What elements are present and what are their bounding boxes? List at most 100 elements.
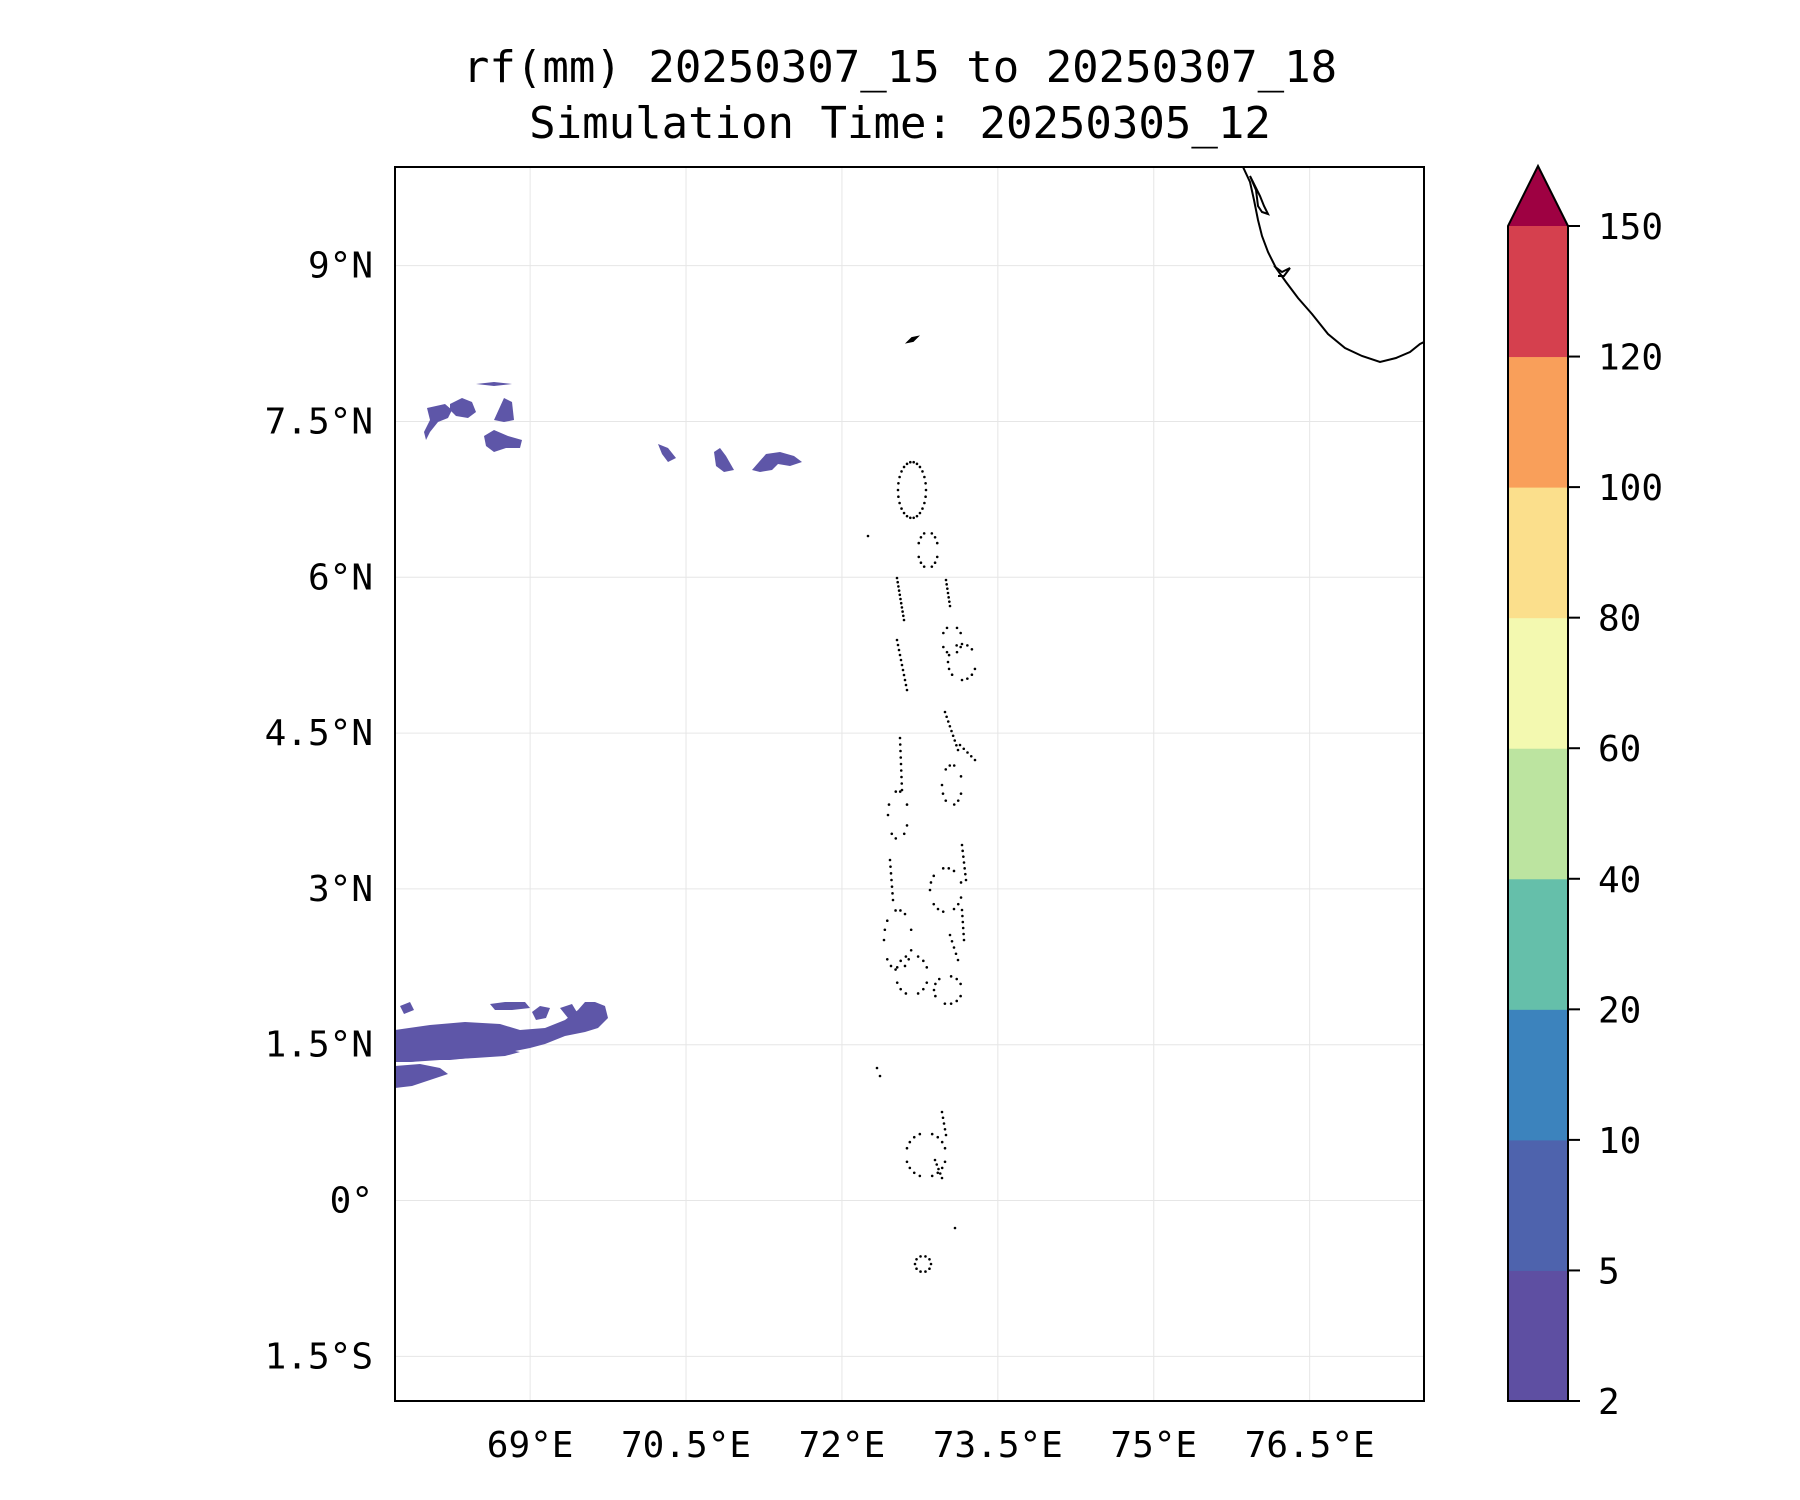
island-dot (930, 532, 934, 535)
island-dot (899, 597, 902, 601)
island-dot (889, 964, 893, 968)
island-dot (898, 501, 901, 505)
rain-area-southwest-north-4 (560, 1004, 578, 1018)
rainfall-areas (395, 382, 802, 1088)
rain-area-northwest-main (424, 404, 452, 440)
island-dot (948, 724, 952, 728)
rain-area-northwest-sliver (476, 382, 512, 386)
island-dot (916, 992, 920, 995)
island-dot (895, 966, 899, 969)
island-dot (943, 1146, 947, 1150)
island-dot (918, 1132, 922, 1136)
island-dot (948, 604, 952, 608)
island-dot (940, 1140, 944, 1144)
island-dot (883, 928, 887, 932)
island-dot (947, 667, 951, 671)
island-dot (923, 475, 926, 479)
island-dot (935, 1163, 939, 1166)
island-dot (928, 1257, 931, 1261)
island-dot (943, 1002, 947, 1005)
island-dot (904, 683, 908, 687)
y-tick-label: 1.5°S (265, 1336, 373, 1377)
island-dot (928, 888, 932, 892)
island-dot (929, 1262, 933, 1266)
island-dot (921, 507, 924, 510)
island-dot (936, 1135, 940, 1139)
colorbar-tick-label: 120 (1598, 338, 1663, 379)
island-dot (899, 909, 902, 912)
island-dot (961, 920, 965, 924)
island-dot (953, 1226, 957, 1230)
island-dot (908, 1140, 912, 1144)
island-dot (905, 824, 909, 827)
colorbar-segment (1508, 1009, 1568, 1141)
island-dot (933, 535, 937, 539)
island-dot (929, 881, 933, 884)
island-dot (890, 878, 893, 882)
island-dot (898, 743, 902, 746)
colorbar-tick-label: 20 (1598, 990, 1641, 1031)
island-dot (924, 481, 927, 485)
island-dot (890, 885, 894, 888)
colorbar-tick-label: 100 (1598, 468, 1663, 509)
island-dot (947, 867, 951, 870)
island-dot (899, 601, 903, 605)
island-dot (949, 1002, 953, 1005)
x-tick-label: 72°E (799, 1425, 886, 1466)
island-dot (943, 710, 947, 714)
island-dot (955, 999, 959, 1003)
island-dot (899, 749, 902, 753)
island-dot (955, 743, 958, 747)
island-dot (915, 462, 919, 466)
island-dot (924, 488, 928, 492)
india-coastline (1242, 167, 1424, 364)
island-dot (944, 799, 948, 802)
island-dot (950, 673, 954, 677)
island-dot (953, 739, 957, 742)
island-dot (919, 561, 923, 565)
island-dot (885, 957, 889, 961)
rain-area-southwest-north-1 (490, 1002, 530, 1010)
island-dot (895, 576, 899, 580)
island-dot (945, 583, 948, 586)
island-dot (964, 878, 968, 882)
island-dot (966, 644, 969, 647)
island-dot (933, 561, 937, 565)
island-dot (962, 747, 966, 751)
island-dot (924, 1270, 927, 1273)
island-dot (960, 908, 964, 912)
island-dot (900, 663, 904, 667)
island-dot (909, 928, 913, 932)
island-dot (928, 1267, 931, 1271)
island-dot (933, 1158, 937, 1162)
rain-area-center-3 (752, 452, 802, 472)
island-dot (937, 1167, 940, 1171)
island-dot (959, 982, 962, 986)
island-dot (894, 909, 897, 912)
island-dot (962, 861, 966, 864)
island-dot (901, 668, 905, 672)
island-dot (866, 534, 870, 538)
island-dot (897, 495, 900, 499)
island-dot (902, 673, 906, 677)
island-dot (907, 957, 911, 961)
island-dot (954, 952, 958, 956)
rain-area-southwest-north-2 (532, 1006, 550, 1020)
y-tick-label: 0° (330, 1181, 373, 1222)
island-dot (945, 626, 949, 630)
maldives-atolls (866, 460, 977, 1273)
island-dot (891, 898, 895, 902)
island-dot (898, 790, 902, 793)
colorbar: 2 5 10 20 40 60 80 100 120 150 (1507, 163, 1663, 1423)
island-dot (887, 803, 891, 806)
island-dot (895, 638, 899, 642)
island-dot (916, 955, 920, 958)
island-dot (900, 470, 903, 473)
island-dot (944, 768, 948, 771)
island-dot (934, 994, 937, 998)
colorbar-extend-triangle (1508, 166, 1568, 226)
island-dot (912, 1135, 916, 1139)
colorbar-segment (1508, 748, 1568, 880)
